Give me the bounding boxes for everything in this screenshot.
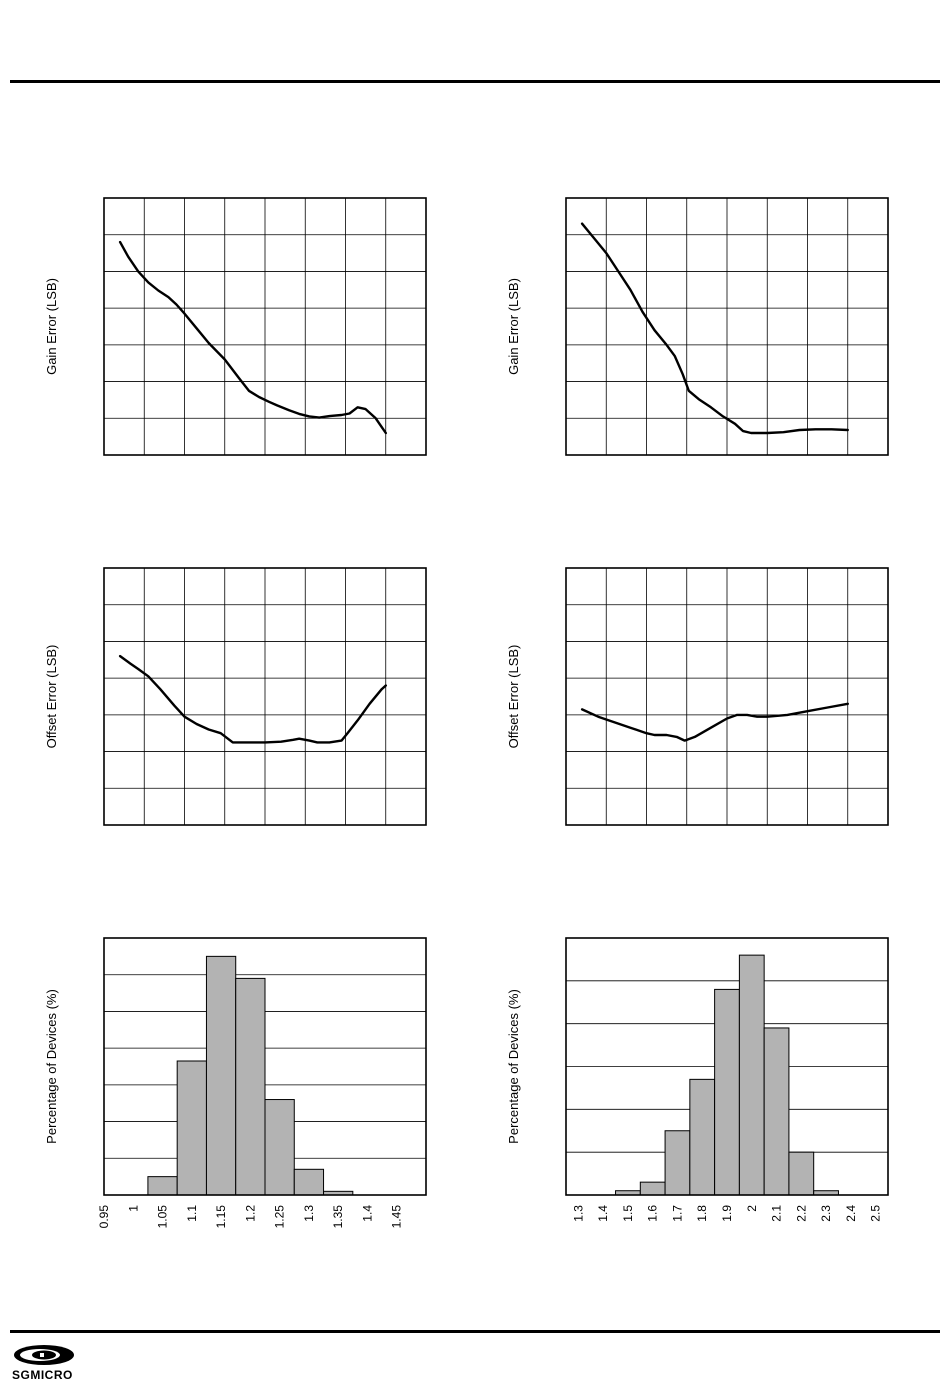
series-line <box>118 240 387 435</box>
x-tick-label: 1.25 <box>273 1205 287 1229</box>
plot-border <box>103 197 427 456</box>
x-tick-label: 1 <box>126 1205 140 1212</box>
x-tick-label: 1.6 <box>646 1205 660 1222</box>
series-line <box>118 654 387 744</box>
x-tick-label: 1.9 <box>720 1205 734 1222</box>
x-tick-label: 2.2 <box>794 1205 808 1222</box>
x-tick-label: 1.05 <box>156 1205 170 1229</box>
histogram-bar <box>689 1078 716 1196</box>
histogram-bar <box>714 988 740 1196</box>
histogram-bar <box>147 1176 178 1196</box>
histogram-bar <box>639 1181 666 1196</box>
histogram-bar <box>293 1168 325 1196</box>
x-tick-label: 1.35 <box>331 1205 345 1229</box>
y-axis-label: Gain Error (LSB) <box>44 278 59 375</box>
bottom-rule <box>10 1330 940 1333</box>
plot-border <box>565 937 889 1196</box>
top-rule <box>10 80 940 83</box>
plot-border <box>103 567 427 826</box>
x-tick-label: 1.45 <box>390 1205 404 1229</box>
histogram-bar <box>738 954 765 1196</box>
x-tick-label: 2.4 <box>844 1205 858 1222</box>
x-tick-label: 1.4 <box>596 1205 610 1222</box>
plot-border <box>103 937 427 1196</box>
histogram-bar <box>235 977 266 1196</box>
sgmicro-logo-icon <box>14 1345 74 1365</box>
x-tick-label: 1.8 <box>695 1205 709 1222</box>
x-tick-label: 1.1 <box>185 1205 199 1222</box>
series-line <box>580 222 849 435</box>
x-tick-label: 1.3 <box>302 1205 316 1222</box>
x-tick-label: 1.2 <box>243 1205 257 1222</box>
x-tick-label: 1.4 <box>360 1205 374 1222</box>
series-line <box>580 702 849 742</box>
x-tick-label: 0.95 <box>97 1205 111 1229</box>
x-tick-label: 2.1 <box>770 1205 784 1222</box>
x-tick-label: 1.7 <box>670 1205 684 1222</box>
histogram-bar <box>763 1027 790 1196</box>
y-axis-label: Offset Error (LSB) <box>506 645 521 749</box>
x-tick-label: 1.15 <box>214 1205 228 1229</box>
logo-text: SGMICRO <box>12 1368 73 1382</box>
y-axis-label: Offset Error (LSB) <box>44 645 59 749</box>
y-axis-label: Percentage of Devices (%) <box>506 989 521 1144</box>
histogram-bar <box>205 955 237 1196</box>
x-tick-label: 2.5 <box>869 1205 883 1222</box>
y-axis-label: Gain Error (LSB) <box>506 278 521 375</box>
x-tick-label: 1.3 <box>571 1205 585 1222</box>
histogram-bar <box>176 1060 207 1196</box>
x-tick-label: 2.3 <box>819 1205 833 1222</box>
histogram-bar <box>788 1151 815 1196</box>
charts-canvas: Gain Error (LSB) Gain Error (LSB) Offset E… <box>44 197 889 1229</box>
histogram-bar <box>264 1099 295 1196</box>
x-tick-label: 2 <box>745 1205 759 1212</box>
y-axis-label: Percentage of Devices (%) <box>44 989 59 1144</box>
histogram-bar <box>664 1130 691 1196</box>
plot-border <box>565 567 889 826</box>
x-tick-label: 1.5 <box>621 1205 635 1222</box>
plot-border <box>565 197 889 456</box>
